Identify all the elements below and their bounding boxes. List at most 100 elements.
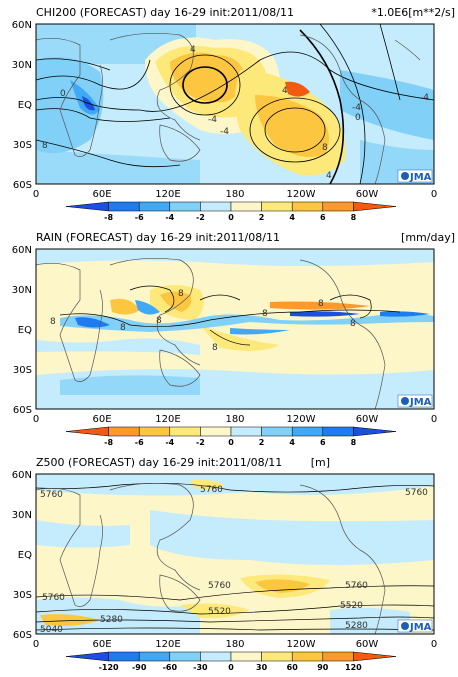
colorbar-label: 8 — [351, 438, 357, 447]
svg-text:5760: 5760 — [42, 593, 65, 603]
panel-unit: *1.0E6[m**2/s] — [371, 6, 455, 19]
svg-text:5280: 5280 — [345, 621, 368, 631]
svg-text:60E: 60E — [92, 189, 111, 200]
colorbar-label: -120 — [99, 663, 119, 672]
lon-labels: 0 60E 120E 180 120W 60W 0 — [33, 414, 437, 425]
svg-text:120E: 120E — [155, 189, 180, 200]
svg-text:60N: 60N — [12, 245, 32, 256]
svg-text:8: 8 — [262, 309, 268, 319]
map-field — [36, 474, 434, 634]
colorbar-label: 4 — [289, 438, 295, 447]
colorbar-label: 90 — [317, 663, 329, 672]
svg-text:8: 8 — [50, 317, 56, 327]
colorbar-segment — [65, 201, 109, 212]
colorbar-segment — [291, 651, 324, 662]
colorbar-label: 120 — [345, 663, 362, 672]
colorbar-segment — [200, 426, 232, 437]
panel-z500: Z500 (FORECAST) day 16-29 init:2011/08/1… — [12, 456, 437, 672]
colorbar-segment — [108, 201, 140, 212]
colorbar-label: 8 — [351, 213, 357, 222]
colorbar-rain: -8 -6 -4 -2 0 2 4 6 8 — [65, 426, 397, 447]
svg-text:60W: 60W — [356, 414, 379, 425]
colorbar-segment — [291, 201, 324, 212]
colorbar-label: 60 — [287, 663, 299, 672]
svg-text:120W: 120W — [287, 639, 316, 650]
svg-text:JMA: JMA — [409, 622, 432, 633]
colorbar-label: -30 — [193, 663, 208, 672]
svg-text:JMA: JMA — [409, 397, 432, 408]
colorbar-label: 0 — [228, 438, 234, 447]
svg-text:5760: 5760 — [200, 485, 223, 495]
svg-text:8: 8 — [42, 141, 48, 151]
colorbar-segment — [291, 426, 324, 437]
panel-title: RAIN (FORECAST) day 16-29 init:2011/08/1… — [36, 231, 280, 244]
map-frame — [35, 473, 435, 635]
panel-rain: RAIN (FORECAST) day 16-29 init:2011/08/1… — [12, 231, 455, 447]
svg-text:30N: 30N — [12, 60, 32, 71]
svg-text:5760: 5760 — [40, 490, 63, 500]
svg-text:30S: 30S — [13, 365, 32, 376]
lat-labels: 60N 30N EQ 30S 60S — [12, 470, 32, 641]
svg-text:60E: 60E — [92, 414, 111, 425]
svg-text:-4: -4 — [220, 127, 229, 137]
colorbar-segment — [200, 651, 232, 662]
coastlines — [36, 257, 386, 409]
jma-logo: JMA — [397, 394, 433, 408]
svg-text:EQ: EQ — [18, 100, 32, 111]
svg-text:0: 0 — [33, 189, 39, 200]
colorbar-label: -4 — [165, 438, 174, 447]
colorbar-segment — [169, 651, 201, 662]
colorbar-label: -4 — [165, 213, 174, 222]
panel-unit: [mm/day] — [401, 231, 455, 244]
svg-text:-4: -4 — [352, 103, 361, 113]
colorbar-segment — [169, 201, 201, 212]
colorbar-segment — [230, 651, 262, 662]
colorbar-label: 0 — [228, 213, 234, 222]
svg-text:60W: 60W — [356, 189, 379, 200]
colorbar-segment — [322, 426, 354, 437]
colorbar-chi200: -8 -6 -4 -2 0 2 4 6 8 — [65, 201, 397, 222]
svg-text:-4: -4 — [420, 93, 429, 103]
svg-text:0: 0 — [33, 639, 39, 650]
svg-text:180: 180 — [225, 414, 244, 425]
colorbar-segment — [353, 201, 397, 212]
svg-text:5760: 5760 — [345, 581, 368, 591]
svg-text:5760: 5760 — [208, 581, 231, 591]
panel-title: Z500 (FORECAST) day 16-29 init:2011/08/1… — [36, 456, 282, 469]
colorbar-label: -90 — [132, 663, 147, 672]
colorbar-label: 2 — [259, 438, 265, 447]
colorbar-label: -6 — [135, 213, 144, 222]
colorbar-segment — [353, 651, 397, 662]
svg-text:EQ: EQ — [18, 550, 32, 561]
svg-text:EQ: EQ — [18, 325, 32, 336]
svg-text:120W: 120W — [287, 414, 316, 425]
coastlines — [36, 32, 421, 184]
svg-text:180: 180 — [225, 639, 244, 650]
svg-text:8: 8 — [322, 143, 328, 153]
colorbar-segment — [200, 201, 232, 212]
colorbar-label: -60 — [163, 663, 178, 672]
colorbar-segment — [65, 426, 109, 437]
svg-text:8: 8 — [178, 289, 184, 299]
svg-text:120E: 120E — [155, 639, 180, 650]
colorbar-segment — [65, 651, 109, 662]
colorbar-label: -8 — [104, 213, 113, 222]
colorbar-segment — [322, 201, 354, 212]
lat-labels: 60N 30N EQ 30S 60S — [12, 20, 32, 191]
colorbar-segment — [261, 651, 293, 662]
map-field — [36, 249, 434, 409]
panel-title: CHI200 (FORECAST) day 16-29 init:2011/08… — [36, 6, 294, 19]
svg-text:0: 0 — [431, 189, 437, 200]
colorbar-label: -8 — [104, 438, 113, 447]
jma-logo: JMA — [397, 619, 433, 633]
svg-text:60W: 60W — [356, 639, 379, 650]
svg-text:30N: 30N — [12, 510, 32, 521]
colorbar-segment — [230, 426, 262, 437]
colorbar-label: 4 — [289, 213, 295, 222]
svg-text:4: 4 — [326, 171, 332, 181]
svg-text:8: 8 — [156, 316, 162, 326]
svg-text:-4: -4 — [208, 115, 217, 125]
colorbar-label: 30 — [256, 663, 268, 672]
svg-text:0: 0 — [60, 89, 66, 99]
